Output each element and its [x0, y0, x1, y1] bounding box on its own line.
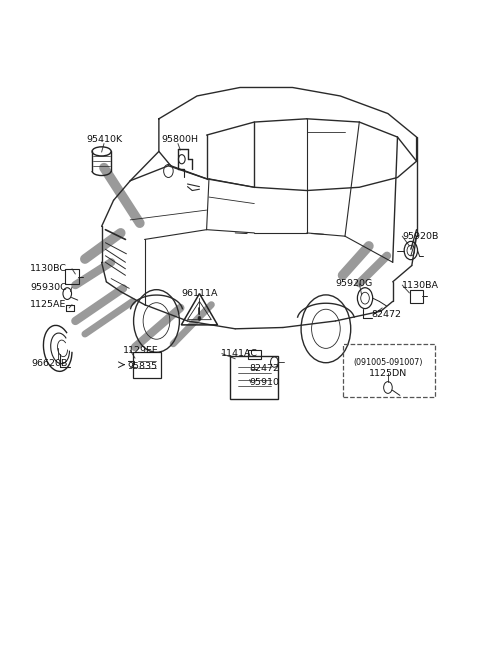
Text: 1130BA: 1130BA — [402, 280, 439, 290]
Text: (091005-091007): (091005-091007) — [353, 358, 423, 367]
Text: 1125AE: 1125AE — [30, 300, 66, 309]
Text: 96111A: 96111A — [181, 289, 218, 298]
Text: 1130BC: 1130BC — [30, 265, 67, 273]
Text: 96620B: 96620B — [31, 359, 67, 368]
Text: 95910: 95910 — [250, 379, 279, 388]
Text: 95920G: 95920G — [336, 279, 372, 288]
Text: 95920B: 95920B — [402, 232, 439, 240]
Text: 1129EE: 1129EE — [123, 346, 159, 355]
Circle shape — [198, 316, 201, 320]
Text: 95800H: 95800H — [162, 134, 199, 143]
Text: 95410K: 95410K — [86, 134, 122, 143]
Text: 82472: 82472 — [371, 310, 401, 319]
Text: 95835: 95835 — [128, 362, 158, 371]
Text: 95930C: 95930C — [30, 282, 67, 291]
Text: 1125DN: 1125DN — [369, 369, 407, 378]
Text: 1141AC: 1141AC — [221, 349, 258, 358]
Text: 82472: 82472 — [250, 364, 279, 373]
